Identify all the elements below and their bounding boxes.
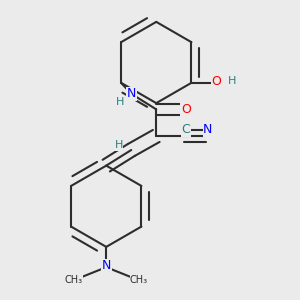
Text: C: C	[182, 123, 190, 136]
Text: H: H	[228, 76, 236, 86]
Text: H: H	[115, 140, 123, 150]
Text: H: H	[116, 97, 124, 106]
Text: CH₃: CH₃	[64, 275, 82, 285]
Text: N: N	[102, 259, 111, 272]
Text: O: O	[212, 75, 221, 88]
Text: N: N	[127, 87, 136, 100]
Text: N: N	[203, 123, 212, 136]
Text: O: O	[181, 103, 191, 116]
Text: CH₃: CH₃	[130, 275, 148, 285]
